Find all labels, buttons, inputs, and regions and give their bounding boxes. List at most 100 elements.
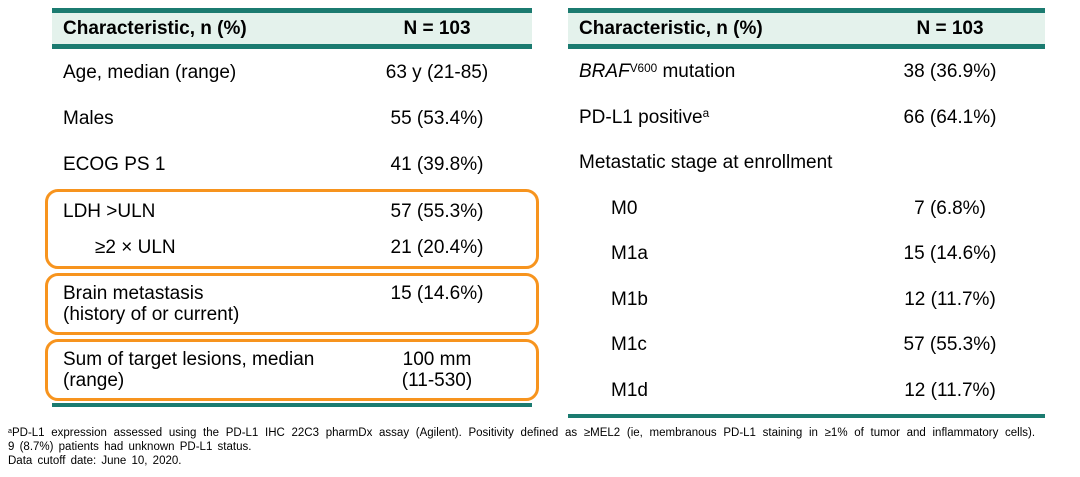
row-label-line: Metastatic stage at enrollment	[579, 152, 833, 174]
table-row: M0 7 (6.8%)	[568, 186, 1045, 232]
row-value: 15 (14.6%)	[855, 243, 1045, 264]
row-value: 7 (6.8%)	[855, 198, 1045, 219]
row-label: ≥2 × ULN	[52, 237, 342, 258]
header-label: Characteristic, n (%)	[63, 17, 247, 39]
row-label: Brain metastasis (history of or current)	[52, 283, 342, 325]
row-label: PD-L1 positivea	[568, 107, 855, 128]
row-value-line: 55 (53.4%)	[390, 107, 484, 129]
table-row: Age, median (range) 63 y (21-85)	[52, 49, 532, 95]
table-header: Characteristic, n (%) N = 103	[52, 8, 532, 49]
row-value: 57 (55.3%)	[342, 201, 532, 222]
highlight-box: Brain metastasis (history of or current) 1…	[45, 273, 539, 335]
row-label: Sum of target lesions, median (range)	[52, 349, 342, 391]
row-label: LDH >ULN	[52, 201, 342, 222]
row-label-line: M1c	[611, 334, 647, 356]
row-value-line: 57 (55.3%)	[903, 334, 997, 356]
row-label-line: (range)	[63, 370, 125, 391]
row-label-line: LDH >ULN	[63, 200, 156, 222]
row-label-line: M0	[611, 197, 638, 219]
table-row: M1d 12 (11.7%)	[568, 368, 1045, 414]
row-label: Metastatic stage at enrollment	[568, 152, 855, 173]
text-segment: BRAF	[579, 61, 630, 83]
row-label-line: M1b	[611, 288, 648, 310]
row-label-line: Sum of target lesions, median	[63, 349, 315, 370]
header-value: N = 103	[916, 17, 984, 39]
text-segment: 9 (8.7%) patients had unknown PD-L1 stat…	[8, 441, 252, 453]
row-label-line: M1d	[611, 379, 648, 401]
row-value-line: 63 y (21-85)	[385, 61, 489, 83]
row-label: M1b	[568, 289, 855, 310]
table-row: M1a 15 (14.6%)	[568, 231, 1045, 277]
row-value: 12 (11.7%)	[855, 289, 1045, 310]
row-label: Age, median (range)	[52, 62, 342, 83]
row-label-line: (history of or current)	[63, 304, 240, 325]
row-value-line: 12 (11.7%)	[904, 288, 996, 310]
row-value: 57 (55.3%)	[855, 334, 1045, 355]
row-value-line: 57 (55.3%)	[390, 200, 484, 222]
header-label: Characteristic, n (%)	[579, 17, 763, 39]
row-value-line: 21 (20.4%)	[390, 236, 484, 258]
characteristics-table-left: Characteristic, n (%) N = 103 Age, median …	[45, 8, 539, 418]
row-value: 15 (14.6%)	[342, 283, 532, 304]
table-row: M1c 57 (55.3%)	[568, 322, 1045, 368]
header-value: N = 103	[403, 17, 471, 39]
table-row: BRAFV600 mutation 38 (36.9%)	[568, 49, 1045, 95]
characteristics-table-right: Characteristic, n (%) N = 103 BRAFV600 mut…	[568, 8, 1045, 418]
row-value-line: (11-530)	[401, 370, 473, 391]
row-value: 12 (11.7%)	[855, 380, 1045, 401]
row-value: 100 mm (11-530)	[342, 349, 532, 391]
row-label: M0	[568, 198, 855, 219]
text-segment: Data cutoff date: June 10, 2020.	[8, 455, 182, 467]
tables-container: Characteristic, n (%) N = 103 Age, median …	[45, 8, 1045, 418]
row-label: Males	[52, 108, 342, 129]
row-label-line: M1a	[611, 243, 648, 265]
row-value-line: 12 (11.7%)	[904, 379, 996, 401]
row-value: 38 (36.9%)	[855, 61, 1045, 82]
row-value-line: 7 (6.8%)	[914, 197, 986, 219]
text-segment: PD-L1 expression assessed using the PD-L…	[11, 427, 1036, 439]
superscript-text: a	[8, 426, 12, 435]
row-value: 41 (39.8%)	[342, 154, 532, 175]
row-label: M1d	[568, 380, 855, 401]
table-row: Metastatic stage at enrollment	[568, 140, 1045, 186]
row-label-line: Age, median (range)	[63, 61, 237, 83]
row-label: ECOG PS 1	[52, 154, 342, 175]
row-value-line: 100 mm	[402, 349, 472, 370]
table-row: Males 55 (53.4%)	[52, 95, 532, 141]
row-value: 21 (20.4%)	[342, 237, 532, 258]
row-label-line: ECOG PS 1	[63, 153, 166, 175]
row-label: M1c	[568, 334, 855, 355]
row-value: 66 (64.1%)	[855, 107, 1045, 128]
footnote-line: 9 (8.7%) patients had unknown PD-L1 stat…	[8, 440, 1072, 454]
table-bottom-rule	[568, 414, 1045, 418]
superscript-text: a	[702, 107, 710, 121]
footnote-line: aPD-L1 expression assessed using the PD-…	[8, 426, 1072, 440]
table-row: Sum of target lesions, median (range) 100 …	[52, 343, 532, 397]
table-row: LDH >ULN 57 (55.3%)	[52, 193, 532, 229]
row-value-line: 41 (39.8%)	[390, 153, 484, 175]
table-row: ECOG PS 1 41 (39.8%)	[52, 141, 532, 187]
table-row: M1b 12 (11.7%)	[568, 277, 1045, 323]
text-segment: PD-L1 positive	[579, 106, 703, 128]
highlight-box: LDH >ULN 57 (55.3%) ≥2 × ULN 21 (20.4%)	[45, 189, 539, 269]
row-label: BRAFV600 mutation	[568, 61, 855, 82]
row-value-line: 66 (64.1%)	[903, 106, 997, 128]
table-header: Characteristic, n (%) N = 103	[568, 8, 1045, 49]
text-segment: mutation	[657, 61, 736, 83]
row-value-line: 15 (14.6%)	[903, 243, 997, 265]
row-label-line: ≥2 × ULN	[95, 236, 176, 258]
row-label-line: Males	[63, 107, 114, 129]
row-value: 63 y (21-85)	[342, 62, 532, 83]
row-value-line: 15 (14.6%)	[390, 283, 484, 304]
highlight-box: Sum of target lesions, median (range) 100 …	[45, 339, 539, 401]
table-bottom-rule	[52, 403, 532, 407]
footnotes: aPD-L1 expression assessed using the PD-…	[0, 418, 1080, 468]
row-value: 55 (53.4%)	[342, 108, 532, 129]
row-label-line: Brain metastasis	[63, 283, 204, 304]
table-row: ≥2 × ULN 21 (20.4%)	[52, 229, 532, 265]
row-label: M1a	[568, 243, 855, 264]
footnote-line: Data cutoff date: June 10, 2020.	[8, 454, 1072, 468]
row-value-line: 38 (36.9%)	[903, 61, 997, 83]
table-row: PD-L1 positivea 66 (64.1%)	[568, 95, 1045, 141]
